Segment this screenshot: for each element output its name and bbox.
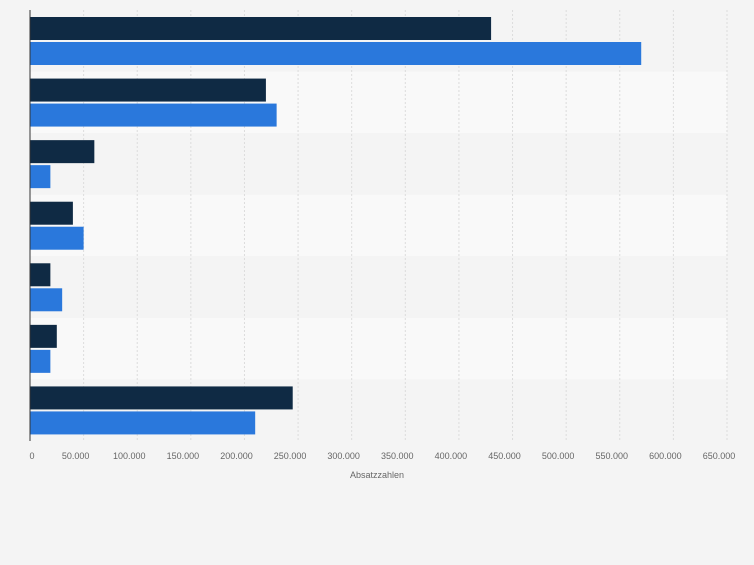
category-band — [30, 256, 727, 318]
bar-series2-cat4 — [30, 226, 84, 250]
x-tick-label: 0 — [29, 451, 34, 461]
category-bands — [30, 10, 727, 441]
bar-series1-cat2 — [30, 78, 266, 102]
bar-series2-cat6 — [30, 349, 51, 373]
bar-series1-cat4 — [30, 201, 73, 225]
x-tick-label: 600.000 — [649, 451, 682, 461]
x-tick-label: 200.000 — [220, 451, 253, 461]
category-band — [30, 194, 727, 257]
bar-series2-cat1 — [30, 42, 642, 65]
x-tick-label: 250.000 — [274, 451, 307, 461]
x-tick-label: 350.000 — [381, 451, 414, 461]
bar-series2-cat5 — [30, 288, 63, 312]
bar-series1-cat3 — [30, 140, 95, 164]
x-tick-label: 650.000 — [703, 451, 736, 461]
category-band — [30, 317, 727, 380]
x-axis-ticks: 0 50.000 100.000 150.000 200.000 250.000 300.0… — [29, 451, 735, 461]
x-axis-label: Absatzzahlen — [350, 470, 404, 480]
x-tick-label: 500.000 — [542, 451, 575, 461]
x-tick-label: 300.000 — [327, 451, 360, 461]
x-tick-label: 100.000 — [113, 451, 146, 461]
bar-series2-cat3 — [30, 165, 51, 189]
bar-series1-cat5 — [30, 263, 51, 287]
x-tick-label: 400.000 — [435, 451, 468, 461]
x-tick-label: 150.000 — [167, 451, 200, 461]
bar-series1-cat1 — [30, 17, 492, 40]
x-tick-label: 50.000 — [62, 451, 90, 461]
bar-series2-cat7 — [30, 411, 256, 435]
x-tick-label: 550.000 — [595, 451, 628, 461]
bar-series1-cat7 — [30, 386, 293, 410]
bars — [30, 17, 642, 435]
bar-series1-cat6 — [30, 324, 57, 348]
bar-series2-cat2 — [30, 103, 277, 127]
x-tick-label: 450.000 — [488, 451, 521, 461]
category-band — [30, 133, 727, 195]
